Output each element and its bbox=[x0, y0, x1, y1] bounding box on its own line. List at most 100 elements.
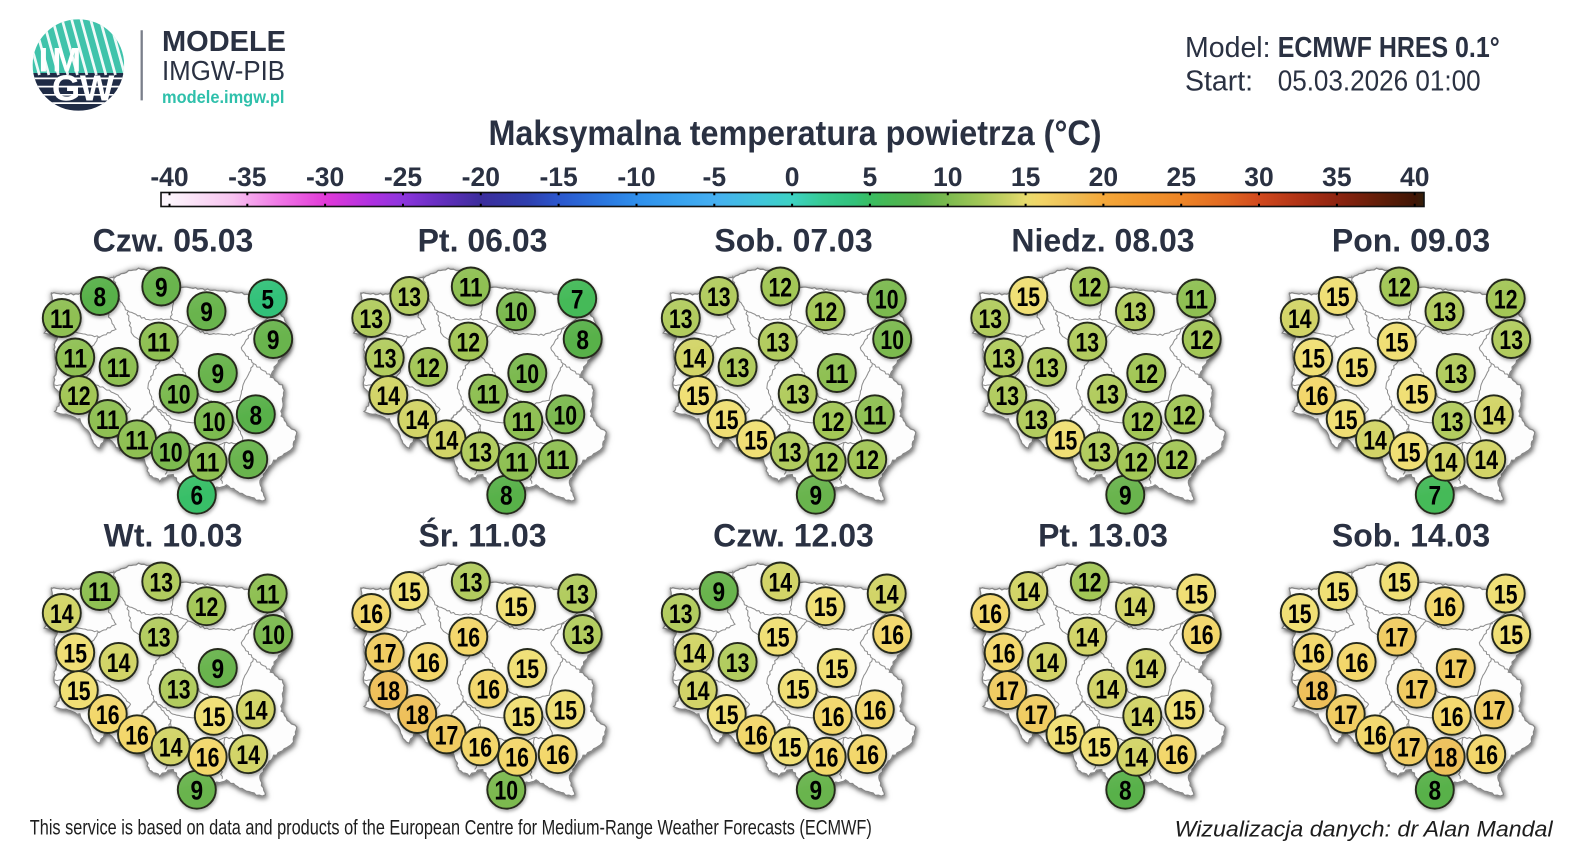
svg-text:13: 13 bbox=[468, 437, 492, 467]
svg-text:8: 8 bbox=[250, 400, 263, 430]
svg-text:15: 15 bbox=[1288, 599, 1312, 629]
svg-text:15: 15 bbox=[1184, 580, 1208, 610]
svg-text:12: 12 bbox=[1173, 400, 1197, 430]
svg-text:-10: -10 bbox=[617, 162, 655, 192]
svg-text:13: 13 bbox=[373, 344, 397, 374]
svg-text:15: 15 bbox=[1173, 695, 1197, 725]
svg-text:9: 9 bbox=[267, 325, 280, 355]
svg-text:13: 13 bbox=[1440, 407, 1464, 437]
svg-text:15: 15 bbox=[67, 676, 91, 706]
svg-text:modele.imgw.pl: modele.imgw.pl bbox=[162, 87, 285, 107]
svg-text:13: 13 bbox=[571, 620, 595, 650]
svg-text:40: 40 bbox=[1400, 162, 1429, 192]
svg-text:9: 9 bbox=[713, 577, 726, 607]
svg-text:6: 6 bbox=[191, 481, 204, 511]
svg-text:15: 15 bbox=[1388, 568, 1412, 598]
svg-text:15: 15 bbox=[516, 654, 540, 684]
svg-text:14: 14 bbox=[107, 648, 131, 678]
svg-text:14: 14 bbox=[686, 676, 710, 706]
svg-text:10: 10 bbox=[495, 776, 519, 806]
svg-text:12: 12 bbox=[416, 353, 440, 383]
svg-text:13: 13 bbox=[979, 304, 1003, 334]
svg-text:12: 12 bbox=[1131, 407, 1155, 437]
svg-text:12: 12 bbox=[67, 381, 91, 411]
svg-text:15: 15 bbox=[1385, 328, 1409, 358]
svg-text:15: 15 bbox=[1494, 580, 1518, 610]
svg-text:15: 15 bbox=[715, 700, 739, 730]
svg-text:11: 11 bbox=[50, 304, 74, 334]
svg-text:14: 14 bbox=[159, 732, 183, 762]
svg-text:Czw. 05.03: Czw. 05.03 bbox=[93, 223, 254, 259]
svg-text:15: 15 bbox=[1087, 732, 1111, 762]
svg-text:13: 13 bbox=[1024, 405, 1048, 435]
svg-text:Sob. 07.03: Sob. 07.03 bbox=[714, 223, 872, 259]
svg-text:16: 16 bbox=[125, 720, 149, 750]
svg-text:16: 16 bbox=[1363, 720, 1387, 750]
svg-text:13: 13 bbox=[707, 282, 731, 312]
svg-text:13: 13 bbox=[1444, 359, 1468, 389]
svg-text:9: 9 bbox=[810, 776, 823, 806]
svg-text:9: 9 bbox=[191, 776, 204, 806]
svg-text:8: 8 bbox=[1429, 776, 1442, 806]
svg-text:12: 12 bbox=[1190, 325, 1214, 355]
svg-text:Sob. 14.03: Sob. 14.03 bbox=[1332, 518, 1490, 554]
svg-text:0: 0 bbox=[785, 162, 800, 192]
svg-text:Pon. 09.03: Pon. 09.03 bbox=[1332, 223, 1490, 259]
svg-text:12: 12 bbox=[1165, 445, 1189, 475]
svg-text:14: 14 bbox=[1434, 448, 1458, 478]
svg-text:15: 15 bbox=[814, 592, 838, 622]
svg-text:15: 15 bbox=[554, 695, 578, 725]
svg-text:14: 14 bbox=[1482, 400, 1506, 430]
svg-text:13: 13 bbox=[992, 344, 1016, 374]
svg-text:16: 16 bbox=[1305, 381, 1329, 411]
svg-text:13: 13 bbox=[565, 580, 589, 610]
svg-text:17: 17 bbox=[435, 720, 459, 750]
svg-text:13: 13 bbox=[726, 648, 750, 678]
svg-text:13: 13 bbox=[1035, 353, 1059, 383]
svg-text:12: 12 bbox=[457, 328, 481, 358]
svg-text:Wt. 10.03: Wt. 10.03 bbox=[104, 518, 243, 554]
svg-text:16: 16 bbox=[821, 702, 845, 732]
svg-text:8: 8 bbox=[94, 282, 107, 312]
svg-text:16: 16 bbox=[546, 740, 570, 770]
svg-text:This service is based on data: This service is based on data and produc… bbox=[30, 817, 872, 840]
svg-text:16: 16 bbox=[96, 700, 120, 730]
svg-text:16: 16 bbox=[863, 695, 887, 725]
svg-text:13: 13 bbox=[996, 381, 1020, 411]
svg-text:15: 15 bbox=[1334, 405, 1358, 435]
svg-text:17: 17 bbox=[1024, 700, 1048, 730]
svg-text:18: 18 bbox=[1305, 676, 1329, 706]
svg-text:10: 10 bbox=[202, 407, 226, 437]
svg-text:14: 14 bbox=[1474, 445, 1498, 475]
svg-text:13: 13 bbox=[1087, 437, 1111, 467]
svg-text:16: 16 bbox=[1433, 592, 1457, 622]
svg-text:14: 14 bbox=[682, 344, 706, 374]
svg-text:18: 18 bbox=[377, 676, 401, 706]
svg-text:11: 11 bbox=[96, 405, 120, 435]
svg-text:16: 16 bbox=[880, 620, 904, 650]
svg-text:10: 10 bbox=[516, 359, 540, 389]
svg-text:14: 14 bbox=[875, 580, 899, 610]
svg-text:18: 18 bbox=[405, 700, 429, 730]
svg-text:15: 15 bbox=[766, 623, 790, 653]
svg-text:IMGW-PIB: IMGW-PIB bbox=[162, 55, 285, 86]
svg-text:15: 15 bbox=[1405, 380, 1429, 410]
svg-text:15: 15 bbox=[1301, 344, 1325, 374]
svg-text:12: 12 bbox=[815, 448, 839, 478]
svg-text:9: 9 bbox=[200, 297, 213, 327]
svg-text:13: 13 bbox=[786, 380, 810, 410]
svg-text:35: 35 bbox=[1322, 162, 1351, 192]
svg-text:10: 10 bbox=[933, 162, 962, 192]
svg-text:16: 16 bbox=[468, 732, 492, 762]
svg-text:15: 15 bbox=[1054, 720, 1078, 750]
svg-text:16: 16 bbox=[416, 648, 440, 678]
svg-text:13: 13 bbox=[1076, 328, 1100, 358]
svg-text:30: 30 bbox=[1244, 162, 1273, 192]
svg-text:14: 14 bbox=[1123, 592, 1147, 622]
svg-text:11: 11 bbox=[459, 273, 483, 303]
svg-text:12: 12 bbox=[821, 407, 845, 437]
svg-text:9: 9 bbox=[212, 359, 225, 389]
svg-text:11: 11 bbox=[863, 400, 887, 430]
svg-text:-15: -15 bbox=[539, 162, 577, 192]
svg-text:-40: -40 bbox=[150, 162, 188, 192]
